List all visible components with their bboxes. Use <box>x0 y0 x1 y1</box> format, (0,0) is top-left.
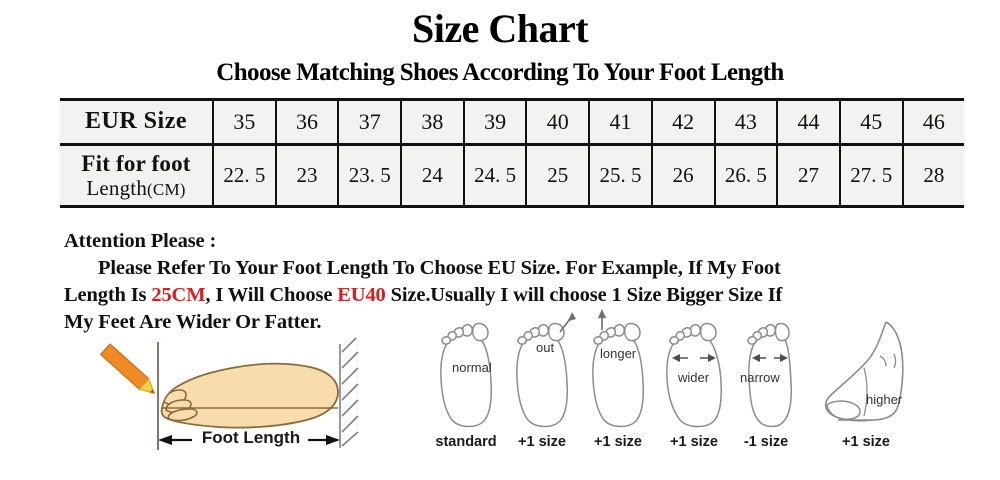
attention-line-1-text: Please Refer To Your Foot Length To Choo… <box>98 257 781 279</box>
footprint-narrow-icon <box>747 322 792 428</box>
foot-type-caption-standard: standard <box>435 434 497 450</box>
attention-line-2-part-c: Size.Usually I will choose 1 Size Bigger… <box>385 284 783 306</box>
footprint-label-normal: normal <box>452 360 492 375</box>
cell-foot-length: 22. 5 <box>212 144 277 208</box>
cell-eur-size: 43 <box>713 98 779 146</box>
row-label-foot-length: Fit for foot Length(CM) <box>60 144 214 208</box>
cell-foot-length: 23 <box>274 144 340 208</box>
attention-line-1: Please Refer To Your Foot Length To Choo… <box>64 255 936 282</box>
cell-foot-length: 25. 5 <box>588 144 653 208</box>
foot-measurement-diagram: Foot Length <box>99 330 362 460</box>
footprint-label-wider: wider <box>678 370 710 385</box>
footprint-label-narrow: narrow <box>740 370 780 385</box>
cell-eur-size: 37 <box>337 98 403 146</box>
highlight-eu-size: EU40 <box>337 284 386 306</box>
cell-eur-size: 44 <box>776 98 841 146</box>
footprint-normal-icon <box>440 322 492 428</box>
attention-line-3: My Feet Are Wider Or Fatter. <box>64 311 322 333</box>
foot-type-caption-higher: +1 size <box>842 434 890 450</box>
size-chart-table: EUR Size 35 36 37 38 39 40 41 42 43 44 4… <box>60 98 965 208</box>
page-title: Size Chart <box>411 6 589 51</box>
cell-foot-length: 27. 5 <box>838 144 904 208</box>
foot-type-caption-out: +1 size <box>518 434 566 450</box>
row-label-foot-length-line1: Fit for foot <box>81 151 191 177</box>
foot-type-icons-svg <box>440 309 904 428</box>
foot-type-caption-wider: +1 size <box>670 434 718 450</box>
foot-length-label: Foot Length <box>201 428 301 447</box>
cell-eur-size: 41 <box>588 98 653 146</box>
cell-foot-length: 23. 5 <box>337 144 403 208</box>
cell-foot-length: 25 <box>525 144 591 208</box>
foot-outline-icon <box>160 362 339 429</box>
cell-foot-length: 27 <box>776 144 841 208</box>
row-label-unit: (CM) <box>147 179 186 199</box>
page-subtitle: Choose Matching Shoes According To Your … <box>216 59 784 86</box>
attention-line-2-part-a: Length Is <box>64 284 152 306</box>
attention-line-2-part-b: , I Will Choose <box>205 284 338 306</box>
cell-eur-size: 45 <box>838 98 904 146</box>
foot-profile-higher-icon <box>824 321 904 422</box>
pencil-icon <box>99 343 156 395</box>
cell-eur-size: 35 <box>212 98 277 146</box>
row-label-eur-size: EUR Size <box>60 98 214 146</box>
foot-type-icon-row: normal out longer wider narrow higher st… <box>432 308 956 458</box>
footprint-wider-icon <box>666 322 722 428</box>
cell-foot-length: 24 <box>400 144 465 208</box>
footprint-out-icon <box>516 312 576 428</box>
cell-foot-length: 28 <box>901 144 965 208</box>
toes-icon <box>163 389 198 422</box>
cell-eur-size: 42 <box>650 98 716 146</box>
cell-eur-size: 36 <box>274 98 340 146</box>
footprint-label-longer: longer <box>600 346 637 361</box>
attention-note: Attention Please : Please Refer To Your … <box>64 228 936 336</box>
table-row-eur-size: EUR Size 35 36 37 38 39 40 41 42 43 44 4… <box>60 98 965 146</box>
foot-type-caption-longer: +1 size <box>594 434 642 450</box>
dimension-label-backdrop <box>192 429 308 451</box>
highlight-foot-length: 25CM <box>151 284 206 306</box>
cell-eur-size: 40 <box>525 98 591 146</box>
foot-profile-label-higher: higher <box>866 392 903 407</box>
row-label-length-word: Length <box>86 175 148 200</box>
footprint-label-out: out <box>536 340 555 355</box>
foot-measurement-svg <box>99 337 359 451</box>
cell-foot-length: 26. 5 <box>713 144 779 208</box>
foot-type-caption-narrow: -1 size <box>743 434 789 450</box>
footprint-longer-icon <box>592 309 644 428</box>
wall-icon <box>339 337 359 448</box>
cell-foot-length: 26 <box>650 144 716 208</box>
attention-heading: Attention Please : <box>64 230 217 252</box>
cell-eur-size: 39 <box>462 98 528 146</box>
table-row-foot-length: Fit for foot Length(CM) 22. 5 23 23. 5 2… <box>60 144 965 208</box>
attention-line-2: Length Is 25CM, I Will Choose EU40 Size.… <box>64 282 936 309</box>
cell-eur-size: 46 <box>901 98 965 146</box>
cell-foot-length: 24. 5 <box>462 144 528 208</box>
cell-eur-size: 38 <box>400 98 465 146</box>
row-label-foot-length-line2: Length(CM) <box>60 177 212 199</box>
